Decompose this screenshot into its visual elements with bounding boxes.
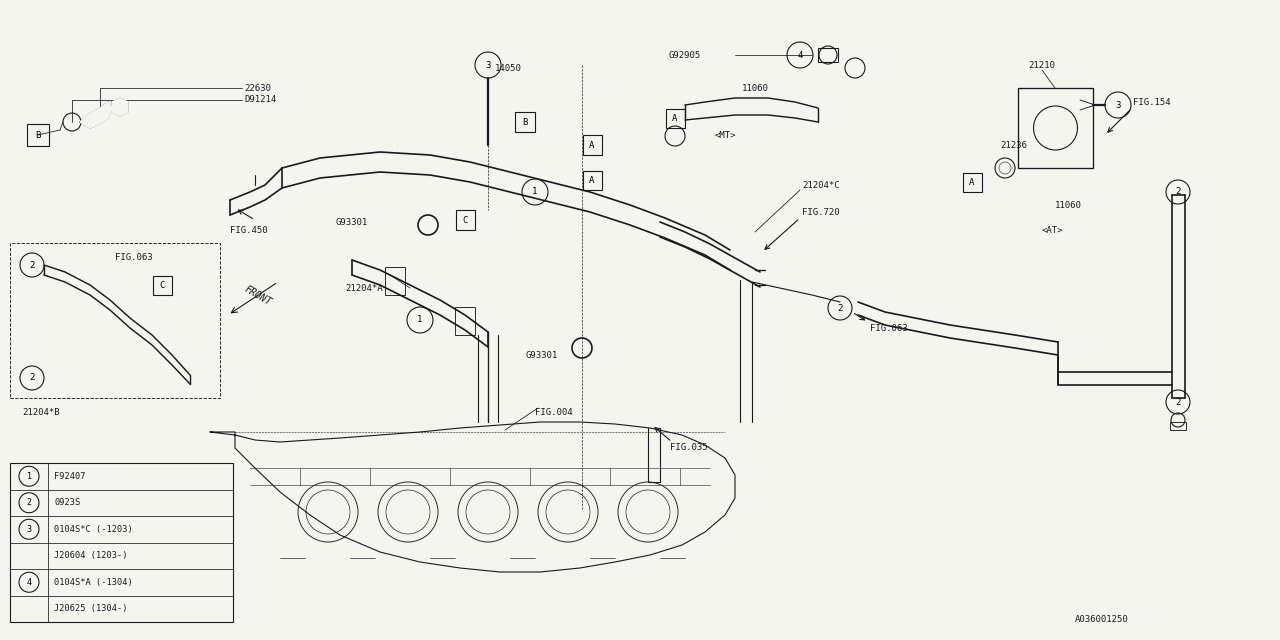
Text: A: A	[589, 141, 595, 150]
Text: FIG.154: FIG.154	[1133, 97, 1171, 106]
Text: 11060: 11060	[742, 83, 769, 93]
Text: 1: 1	[532, 188, 538, 196]
Text: J20604 (1203-): J20604 (1203-)	[54, 551, 128, 560]
Text: 2: 2	[837, 303, 842, 312]
Text: FIG.450: FIG.450	[230, 225, 268, 234]
Text: G92905: G92905	[668, 51, 700, 60]
Text: 21204*A: 21204*A	[346, 284, 383, 292]
Text: 2: 2	[29, 260, 35, 269]
Text: A036001250: A036001250	[1075, 616, 1129, 625]
Text: J20625 (1304-): J20625 (1304-)	[54, 604, 128, 613]
Text: 22630: 22630	[244, 83, 271, 93]
Text: FIG.004: FIG.004	[535, 408, 572, 417]
Bar	[385, 267, 404, 295]
Circle shape	[298, 482, 358, 542]
Text: FIG.063: FIG.063	[870, 323, 908, 333]
Circle shape	[572, 338, 593, 358]
Text: 2: 2	[1175, 397, 1180, 406]
Bar	[963, 173, 982, 191]
Circle shape	[845, 58, 865, 78]
Text: 11060: 11060	[1055, 200, 1082, 209]
Bar	[152, 275, 172, 294]
Text: G93301: G93301	[525, 351, 557, 360]
Text: 3: 3	[27, 525, 32, 534]
Text: FIG.063: FIG.063	[115, 253, 152, 262]
Bar	[515, 112, 535, 132]
Text: B: B	[522, 118, 527, 127]
Circle shape	[819, 46, 837, 64]
Text: 21236: 21236	[1000, 141, 1027, 150]
Text: FRONT: FRONT	[242, 284, 273, 307]
Text: <MT>: <MT>	[716, 131, 736, 140]
Text: 21204*C: 21204*C	[803, 180, 840, 189]
Bar	[10, 463, 233, 622]
Text: 21210: 21210	[1028, 61, 1055, 70]
Text: 2: 2	[29, 374, 35, 383]
Bar	[582, 136, 602, 154]
Circle shape	[419, 215, 438, 235]
Bar	[1018, 88, 1093, 168]
Circle shape	[1171, 413, 1185, 427]
Text: 4: 4	[27, 578, 32, 587]
Bar	[666, 109, 685, 127]
Text: 0104S*A (-1304): 0104S*A (-1304)	[54, 578, 133, 587]
Circle shape	[626, 490, 669, 534]
Text: 3: 3	[485, 61, 490, 70]
Circle shape	[466, 490, 509, 534]
Polygon shape	[81, 102, 113, 128]
Circle shape	[538, 482, 598, 542]
Circle shape	[998, 162, 1011, 174]
Circle shape	[547, 490, 590, 534]
Text: G93301: G93301	[335, 218, 367, 227]
Circle shape	[387, 490, 430, 534]
Text: FIG.720: FIG.720	[803, 207, 840, 216]
Circle shape	[995, 158, 1015, 178]
Text: A: A	[672, 113, 677, 122]
Circle shape	[306, 490, 349, 534]
Text: <AT>: <AT>	[1042, 225, 1064, 234]
Text: 2: 2	[1175, 188, 1180, 196]
Text: 2: 2	[27, 499, 32, 508]
Text: 3: 3	[1115, 100, 1121, 109]
Bar	[454, 307, 475, 335]
Text: B: B	[36, 131, 41, 140]
Text: D91214: D91214	[244, 95, 276, 104]
Circle shape	[666, 126, 685, 146]
Text: A: A	[589, 175, 595, 184]
Polygon shape	[113, 98, 128, 116]
Bar	[818, 48, 838, 62]
Circle shape	[378, 482, 438, 542]
Text: 0104S*C (-1203): 0104S*C (-1203)	[54, 525, 133, 534]
Text: 14050: 14050	[495, 63, 522, 72]
Bar	[27, 124, 49, 146]
Text: FIG.035: FIG.035	[669, 444, 708, 452]
Circle shape	[1033, 106, 1078, 150]
Text: 1: 1	[417, 316, 422, 324]
Bar	[582, 170, 602, 189]
Bar	[10, 243, 220, 398]
Text: C: C	[462, 216, 467, 225]
Text: C: C	[159, 280, 165, 289]
Bar	[456, 211, 475, 230]
Circle shape	[458, 482, 518, 542]
Text: 21204*B: 21204*B	[22, 408, 60, 417]
Text: 0923S: 0923S	[54, 499, 81, 508]
Text: F92407: F92407	[54, 472, 86, 481]
Bar	[1170, 422, 1187, 430]
Circle shape	[618, 482, 678, 542]
Text: A: A	[969, 177, 974, 186]
Text: 4: 4	[797, 51, 803, 60]
Text: 1: 1	[27, 472, 32, 481]
